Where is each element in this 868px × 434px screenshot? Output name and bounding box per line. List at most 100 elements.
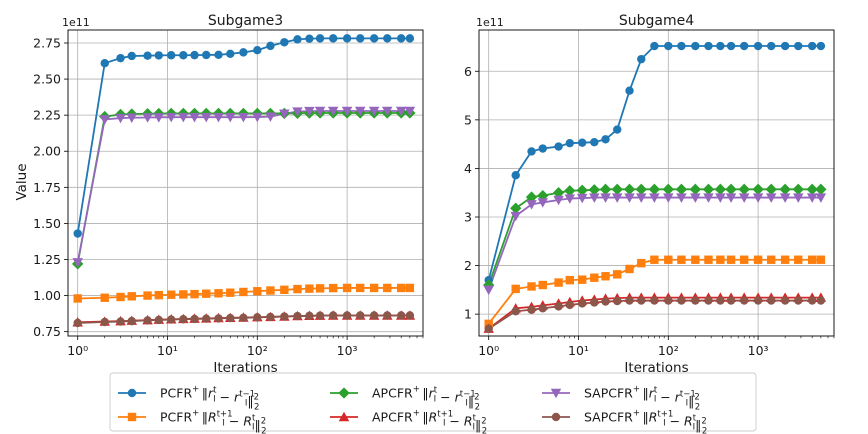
data-point xyxy=(613,296,622,306)
data-point xyxy=(780,41,790,51)
data-point xyxy=(578,275,587,284)
y-tick-label: 0.75 xyxy=(33,324,61,339)
data-point xyxy=(396,311,406,320)
data-point xyxy=(752,193,764,203)
data-point xyxy=(739,255,749,264)
data-point xyxy=(382,106,393,117)
data-point xyxy=(625,86,634,95)
data-point xyxy=(816,296,826,305)
axis-ticks: 0.75 1.00 1.25 1.50 1.75 2.00 2.25 2.50 2.75 10⁰ 1… xyxy=(33,35,424,358)
data-point xyxy=(315,311,325,320)
data-point xyxy=(405,34,415,43)
x-tick-label: 10⁰ xyxy=(67,343,88,358)
legend-marker xyxy=(127,412,137,422)
data-point xyxy=(554,302,563,311)
data-point xyxy=(327,106,339,117)
data-point xyxy=(794,41,803,51)
data-point xyxy=(677,41,686,51)
data-point xyxy=(637,54,646,64)
data-point xyxy=(280,312,289,321)
data-point xyxy=(664,41,673,51)
data-point xyxy=(395,106,407,117)
data-point xyxy=(226,49,235,59)
y-tick-label: 1.00 xyxy=(33,288,61,303)
data-point xyxy=(779,193,791,203)
y-tick-label: 2 xyxy=(464,258,472,273)
data-point xyxy=(806,193,818,203)
data-point xyxy=(601,297,610,306)
data-point xyxy=(716,41,725,51)
y-tick-label: 1 xyxy=(464,307,472,322)
legend-item: PCFR+ ‖Rt+1 I − Rt I‖2 2 xyxy=(118,409,267,434)
data-point xyxy=(637,258,646,268)
data-point xyxy=(200,112,212,123)
data-point xyxy=(753,255,763,264)
y-tick-label: 1.50 xyxy=(33,216,61,231)
series-markers-2 xyxy=(483,183,827,291)
data-point xyxy=(293,311,302,321)
y-tick-label: 2.25 xyxy=(33,108,61,123)
legend-item: APCFR+ ‖Rt+1 I − Rt I‖2 2 xyxy=(330,409,487,434)
chart-title: Subgame3 xyxy=(208,13,283,29)
data-point xyxy=(368,106,380,117)
data-point xyxy=(165,112,177,123)
data-point xyxy=(73,294,82,303)
data-point xyxy=(305,284,314,293)
data-point xyxy=(190,50,199,60)
data-point xyxy=(650,296,659,305)
data-point xyxy=(588,184,600,196)
data-point xyxy=(664,255,673,264)
legend-marker xyxy=(127,388,137,398)
series-markers-5 xyxy=(73,311,415,328)
data-point xyxy=(553,195,564,206)
data-point xyxy=(590,138,599,147)
data-point xyxy=(239,287,248,297)
data-point xyxy=(305,311,314,320)
data-point xyxy=(99,115,110,125)
x-tick-label: 10² xyxy=(658,343,679,358)
data-point xyxy=(202,289,211,298)
data-point xyxy=(383,283,392,293)
data-point xyxy=(214,289,223,298)
data-point xyxy=(342,34,352,43)
series-markers-1 xyxy=(73,283,415,303)
y-tick-label: 4 xyxy=(464,161,472,176)
x-tick-label: 10² xyxy=(247,343,268,358)
data-point xyxy=(794,296,803,305)
data-point xyxy=(279,109,290,119)
data-point xyxy=(554,142,563,151)
data-point xyxy=(404,106,416,117)
data-point xyxy=(116,317,125,326)
data-point xyxy=(739,296,749,305)
data-point xyxy=(663,193,674,203)
data-point xyxy=(793,193,804,203)
data-point xyxy=(143,291,152,300)
data-point xyxy=(767,296,776,305)
data-point xyxy=(304,106,315,117)
data-point xyxy=(715,193,726,203)
data-point xyxy=(753,41,763,51)
data-point xyxy=(726,296,736,305)
data-point xyxy=(100,317,109,327)
data-point xyxy=(315,284,325,293)
data-point xyxy=(213,112,224,123)
y-tick-label: 2.75 xyxy=(33,35,61,50)
data-point xyxy=(601,135,610,144)
legend-label: APCFR+ ‖Rt+1 I − Rt I‖2 2 xyxy=(372,409,487,434)
data-point xyxy=(280,38,289,47)
plot-frame xyxy=(67,29,424,337)
axis-ticks: 1 2 3 4 5 6 10⁰ 10¹ 10² 10³ xyxy=(464,64,835,358)
data-point xyxy=(780,255,790,264)
data-point xyxy=(239,48,248,57)
legend-item: SAPCFR+ ‖rt I − rt−1 I‖2 2 xyxy=(542,385,700,413)
data-point xyxy=(178,112,189,123)
data-point xyxy=(752,183,764,195)
legend-label: SAPCFR+ ‖rt I − rt−1 I‖2 2 xyxy=(584,385,700,413)
data-point xyxy=(765,193,777,203)
data-point xyxy=(341,106,353,117)
data-point xyxy=(625,296,634,305)
y-axis-label: Value xyxy=(14,163,30,200)
data-point xyxy=(265,112,276,122)
data-point xyxy=(816,41,826,51)
data-point xyxy=(625,264,634,274)
